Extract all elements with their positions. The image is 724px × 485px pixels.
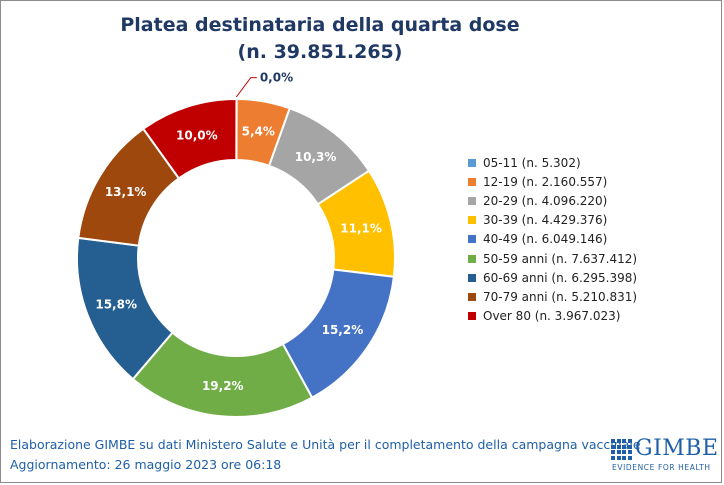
data-label-over: 10,0%: [176, 129, 218, 143]
chart-subtitle: (n. 39.851.265): [237, 41, 403, 63]
logo-tagline: EVIDENCE FOR HEALTH: [612, 463, 711, 472]
legend-label: 50-59 anni (n. 7.637.412): [483, 251, 638, 266]
legend-item-60-69: 60-69 anni (n. 6.295.398): [468, 268, 637, 287]
legend-swatch: [468, 216, 476, 225]
legend-item-05-11: 05-11 (n. 5.302): [468, 153, 637, 172]
data-label-60-69: 15,8%: [95, 297, 137, 311]
logo-grid-icon: [611, 439, 632, 460]
data-label-12-19: 5,4%: [242, 124, 275, 138]
update-note: Aggiornamento: 26 maggio 2023 ore 06:18: [10, 457, 282, 472]
legend-item-over: Over 80 (n. 3.967.023): [468, 307, 637, 326]
chart-legend: 05-11 (n. 5.302) 12-19 (n. 2.160.557) 20-2…: [468, 153, 637, 326]
data-label-05-11: 0,0%: [260, 71, 293, 85]
legend-label: 70-79 anni (n. 5.210.831): [483, 289, 638, 304]
legend-label: 20-29 (n. 4.096.220): [483, 193, 608, 208]
legend-swatch: [468, 196, 476, 205]
gimbe-logo: GIMBE EVIDENCE FOR HEALTH: [611, 436, 718, 473]
legend-swatch: [468, 273, 476, 282]
legend-label: Over 80 (n. 3.967.023): [483, 309, 621, 324]
legend-label: 30-39 (n. 4.429.376): [483, 213, 608, 228]
legend-swatch: [468, 177, 476, 186]
slice-over: [141, 98, 238, 180]
data-label-20-29: 10,3%: [295, 150, 337, 164]
legend-item-40-49: 40-49 (n. 6.049.146): [468, 230, 637, 249]
legend-label: 60-69 anni (n. 6.295.398): [483, 270, 638, 285]
legend-swatch: [468, 292, 476, 301]
source-note: Elaborazione GIMBE su dati Ministero Sal…: [10, 437, 641, 452]
legend-item-20-29: 20-29 (n. 4.096.220): [468, 191, 637, 210]
logo-wordmark: GIMBE: [635, 436, 719, 461]
legend-swatch: [468, 312, 476, 321]
legend-swatch: [468, 235, 476, 244]
leader-line-05-11: [235, 77, 257, 98]
legend-swatch: [468, 254, 476, 263]
chart-title: Platea destinataria della quarta dose: [120, 14, 520, 36]
data-label-50-59: 19,2%: [202, 379, 244, 393]
legend-item-12-19: 12-19 (n. 2.160.557): [468, 172, 637, 191]
legend-label: 05-11 (n. 5.302): [483, 155, 581, 170]
legend-item-50-59: 50-59 anni (n. 7.637.412): [468, 249, 637, 268]
data-label-40-49: 15,2%: [322, 323, 364, 337]
legend-item-70-79: 70-79 anni (n. 5.210.831): [468, 287, 637, 306]
legend-label: 40-49 (n. 6.049.146): [483, 232, 608, 247]
data-label-70-79: 13,1%: [105, 185, 147, 199]
legend-item-30-39: 30-39 (n. 4.429.376): [468, 211, 637, 230]
legend-swatch: [468, 158, 476, 167]
legend-label: 12-19 (n. 2.160.557): [483, 174, 608, 189]
data-label-30-39: 11,1%: [340, 222, 382, 236]
